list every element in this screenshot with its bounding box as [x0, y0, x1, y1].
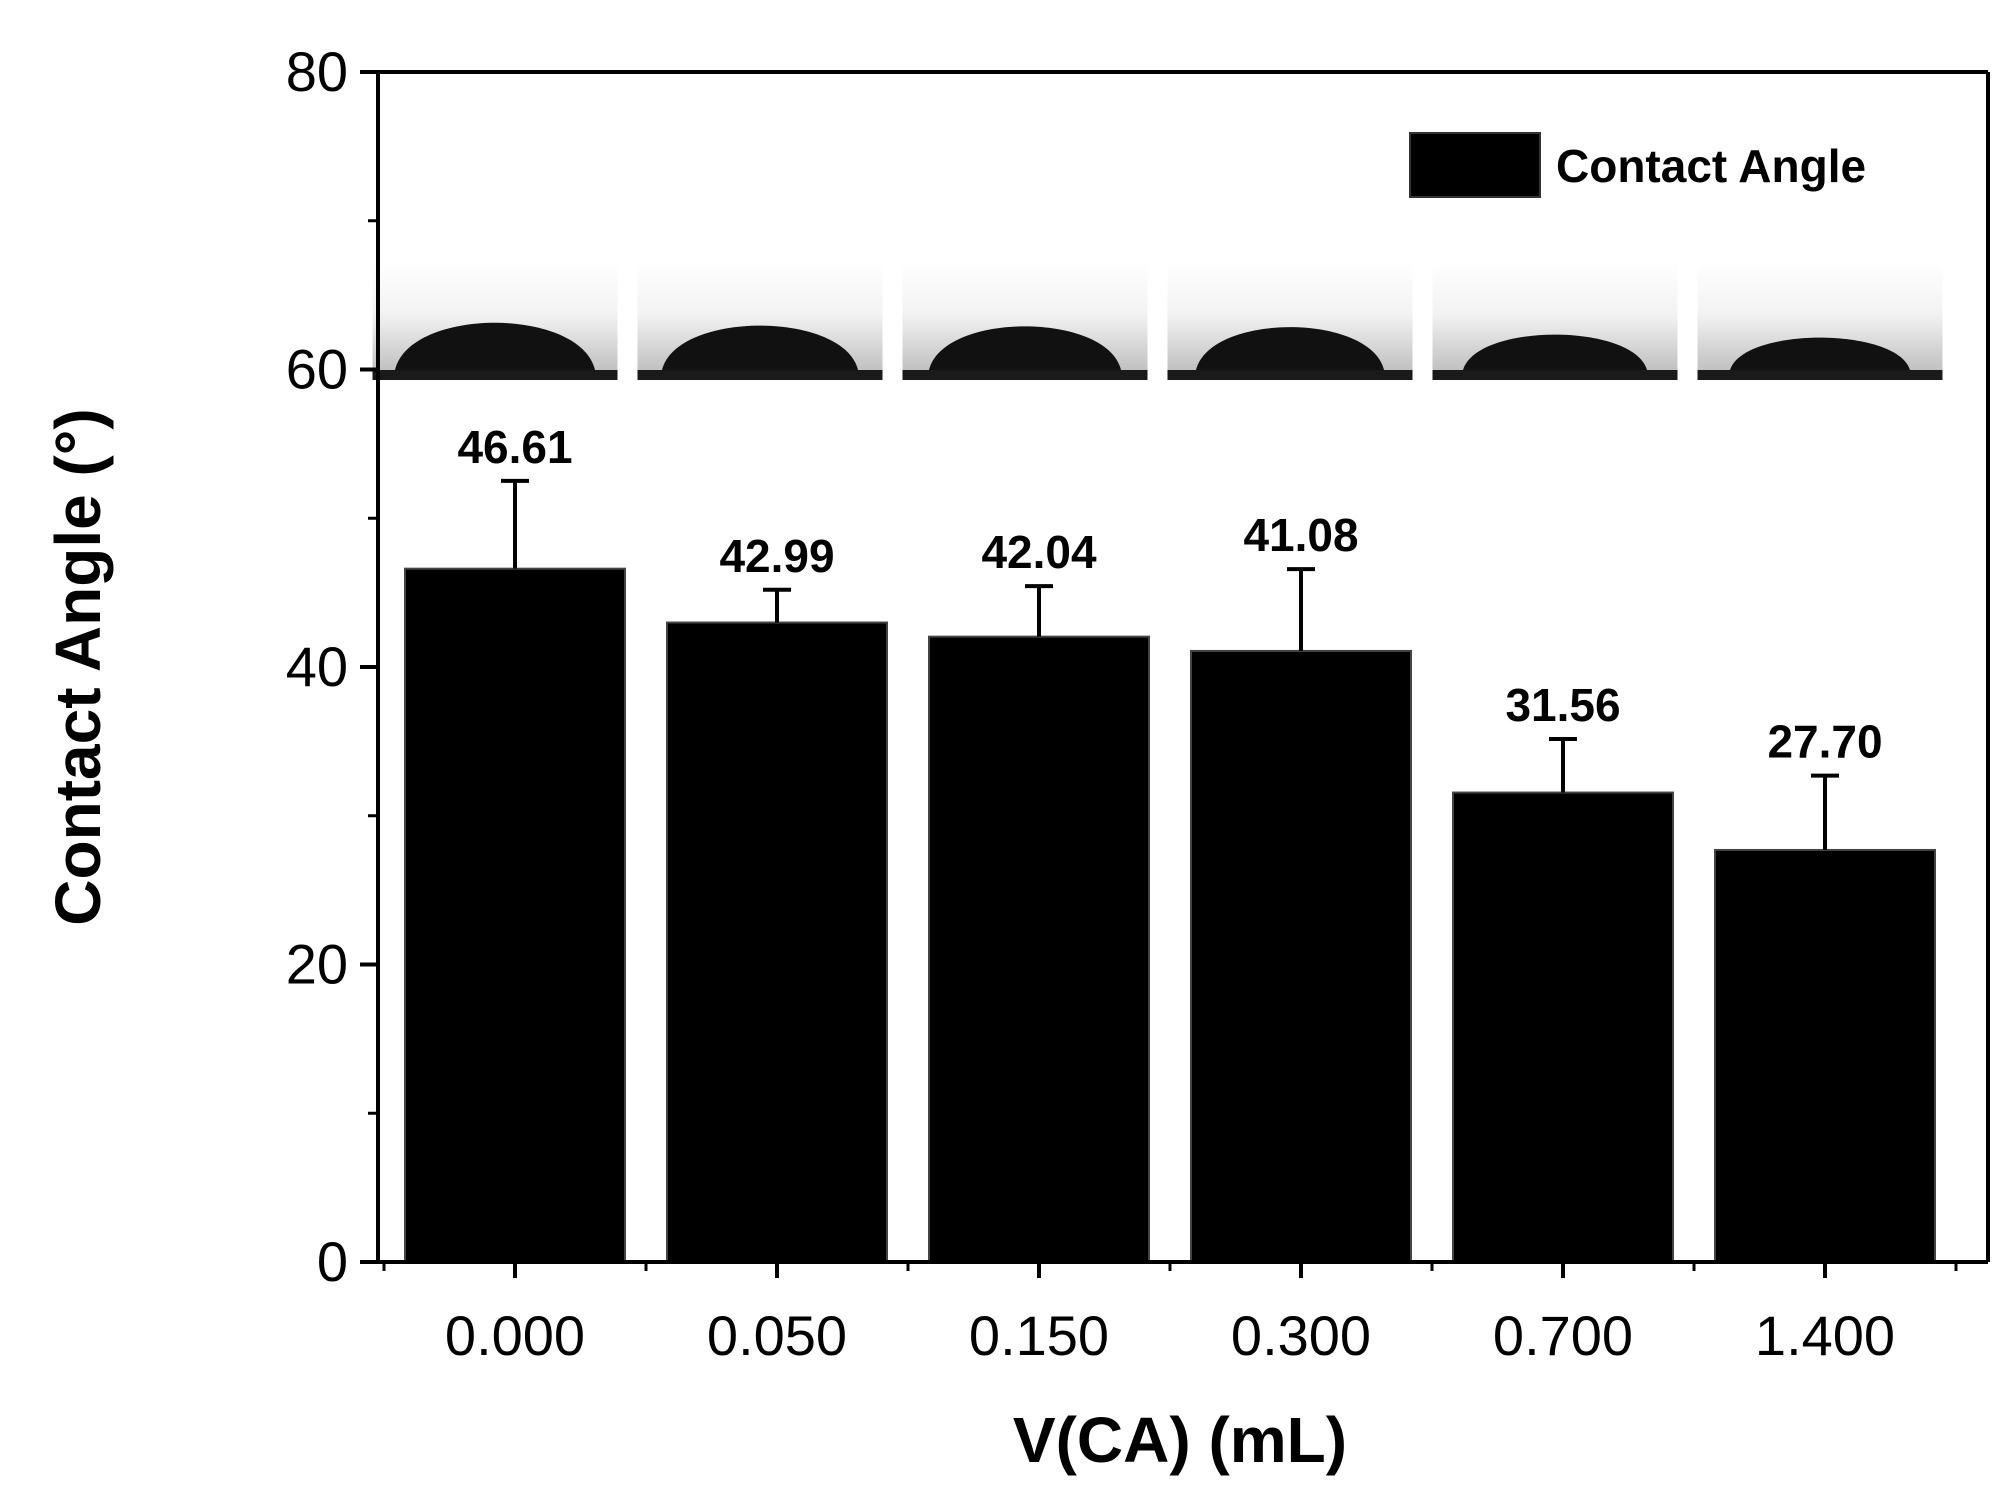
- y-axis-title: Contact Angle (°): [42, 408, 114, 925]
- data-label-5: 27.70: [1767, 716, 1882, 768]
- bar-0: [404, 567, 626, 1263]
- y-tick-label-3: 60: [286, 338, 348, 401]
- legend: Contact Angle: [1409, 132, 1866, 198]
- legend-swatch: [1409, 132, 1541, 198]
- droplet-substrate-3: [1167, 370, 1413, 380]
- data-label-3: 41.08: [1243, 509, 1358, 561]
- y-tick-label-4: 80: [286, 40, 348, 103]
- data-label-2: 42.04: [981, 526, 1097, 578]
- data-labels-group: 46.61 42.99 42.04 41.08 31.56 27.70: [457, 421, 1882, 768]
- bar-5: [1714, 848, 1936, 1264]
- data-label-1: 42.99: [719, 530, 834, 582]
- y-tick-label-1: 20: [286, 933, 348, 996]
- droplet-5: [1730, 337, 1910, 370]
- error-bars-group: [501, 478, 1839, 850]
- droplet-0: [395, 322, 595, 370]
- bar-4: [1452, 791, 1674, 1263]
- legend-label: Contact Angle: [1556, 140, 1866, 192]
- x-tick-label-5: 1.400: [1755, 1304, 1895, 1367]
- y-tick-label-0: 0: [317, 1230, 348, 1293]
- droplet-photos: [372, 262, 1943, 380]
- y-ticks-group: 0 20 40 60 80: [286, 40, 378, 1293]
- droplet-substrate-4: [1432, 370, 1678, 380]
- data-label-0: 46.61: [457, 421, 572, 473]
- droplet-substrate-1: [637, 370, 883, 380]
- x-axis-title: V(CA) (mL): [1013, 1404, 1347, 1476]
- x-tick-label-0: 0.000: [445, 1304, 585, 1367]
- x-tick-label-1: 0.050: [707, 1304, 847, 1367]
- x-tick-label-4: 0.700: [1493, 1304, 1633, 1367]
- bar-3: [1190, 649, 1412, 1263]
- droplet-substrate-0: [372, 370, 618, 380]
- bars-group: [404, 567, 1936, 1264]
- droplet-3: [1196, 327, 1384, 370]
- bar-1: [666, 621, 888, 1263]
- droplet-substrate-2: [902, 370, 1148, 380]
- data-label-4: 31.56: [1505, 679, 1620, 731]
- bar-2: [928, 635, 1150, 1263]
- x-ticks-group: 0.000 0.050 0.150 0.300 0.700 1.400: [382, 1262, 1958, 1367]
- droplet-1: [662, 325, 858, 370]
- x-tick-label-3: 0.300: [1231, 1304, 1371, 1367]
- droplet-4: [1463, 334, 1647, 370]
- y-tick-label-2: 40: [286, 635, 348, 698]
- droplet-2: [929, 326, 1121, 370]
- droplet-substrate-5: [1697, 370, 1943, 380]
- x-tick-label-2: 0.150: [969, 1304, 1109, 1367]
